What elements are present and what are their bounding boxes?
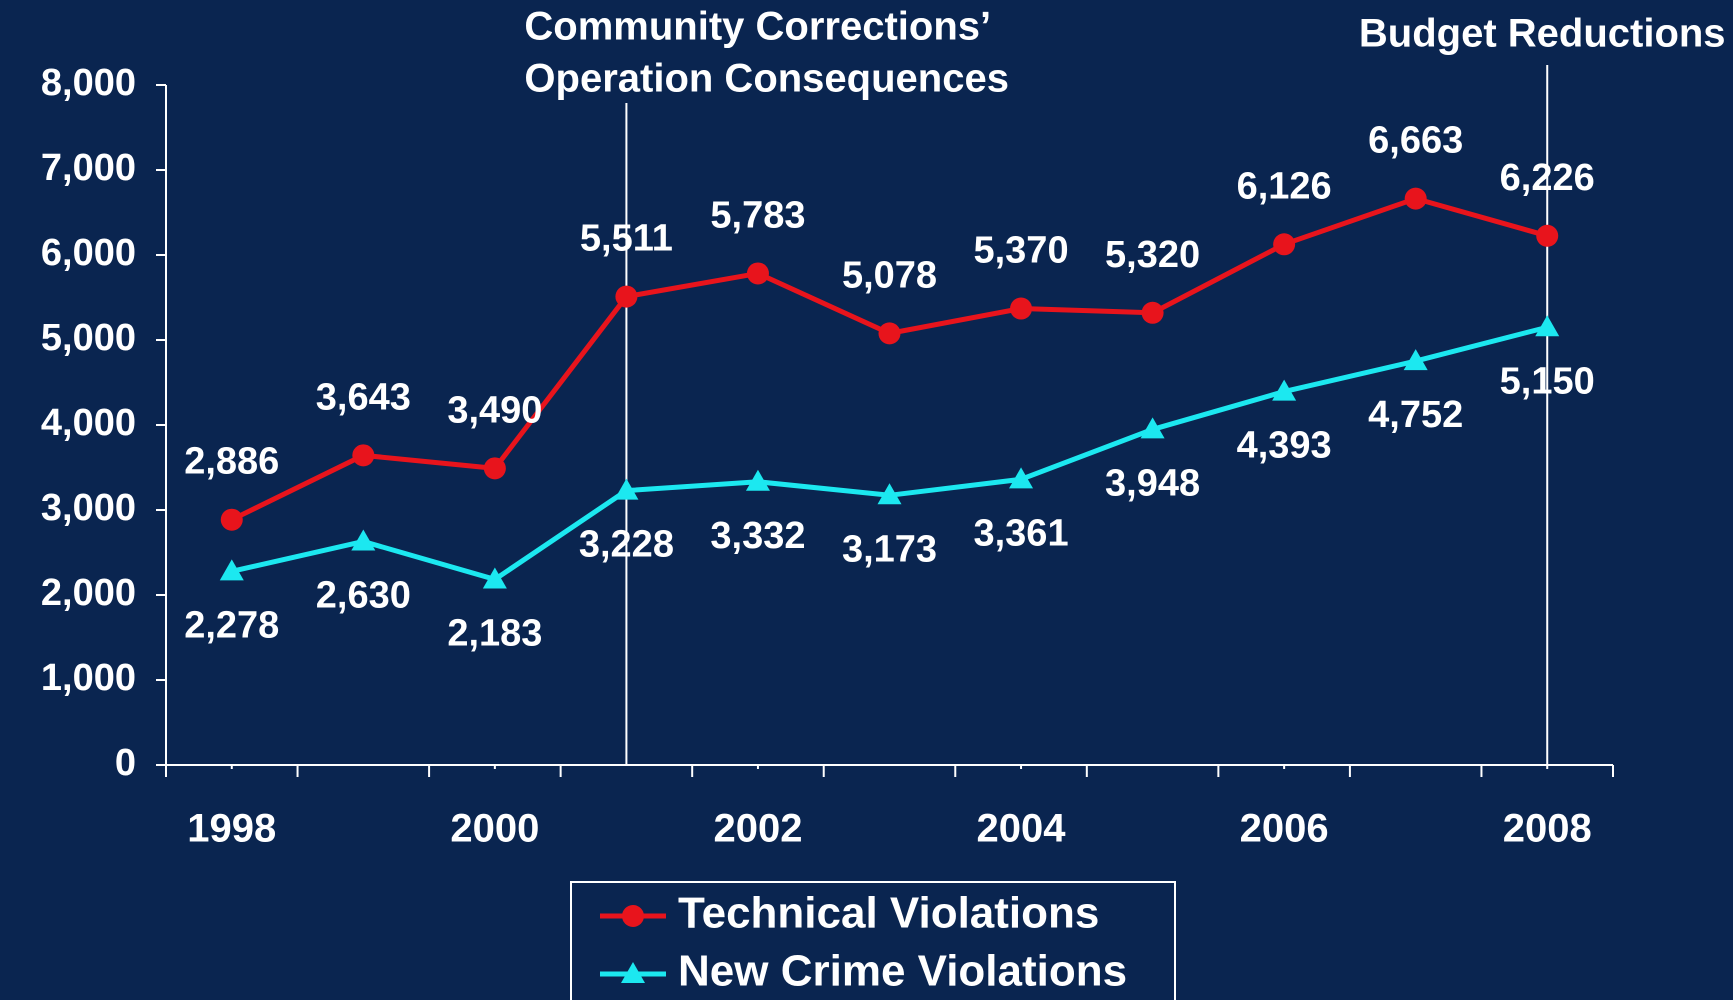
data-label: 6,226 <box>1500 157 1595 199</box>
point <box>351 529 376 551</box>
x-tick-label: 1998 <box>187 807 276 851</box>
y-tick-label: 0 <box>115 742 136 784</box>
y-tick-label: 1,000 <box>41 657 136 699</box>
y-tick-label: 7,000 <box>41 147 136 189</box>
x-tick-label: 2008 <box>1503 807 1592 851</box>
annotation-text: Community Corrections’ <box>524 5 991 49</box>
point <box>746 262 769 285</box>
data-label: 5,783 <box>710 194 805 236</box>
x-tick-label: 2006 <box>1240 807 1329 851</box>
point <box>1404 187 1427 210</box>
data-label: 5,320 <box>1105 234 1200 276</box>
point <box>1272 379 1297 401</box>
y-tick-label: 6,000 <box>41 232 136 274</box>
point <box>615 285 638 308</box>
point <box>878 322 901 345</box>
point <box>352 444 375 467</box>
point <box>1141 301 1164 324</box>
point <box>483 457 506 480</box>
data-label: 6,126 <box>1237 165 1332 207</box>
data-label: 3,332 <box>710 515 805 557</box>
data-label: 3,361 <box>973 512 1068 554</box>
x-tick-label: 2000 <box>450 807 539 851</box>
data-label: 3,173 <box>842 528 937 570</box>
x-tick-label: 2004 <box>977 807 1067 851</box>
point <box>877 483 902 505</box>
series-line <box>230 196 1548 522</box>
data-label: 5,511 <box>580 218 673 260</box>
y-tick-label: 8,000 <box>41 62 136 104</box>
data-label: 2,630 <box>316 574 411 616</box>
legend-label: New Crime Violations <box>678 947 1127 996</box>
data-label: 3,490 <box>447 389 542 431</box>
data-label: 2,886 <box>184 441 279 483</box>
point <box>1535 315 1560 337</box>
point <box>220 508 243 531</box>
y-tick-label: 3,000 <box>41 487 136 529</box>
annotation-text: Operation Consequences <box>524 57 1009 101</box>
point <box>1536 224 1559 247</box>
point <box>1273 233 1296 256</box>
data-label: 3,948 <box>1105 462 1200 504</box>
point <box>1140 417 1165 439</box>
data-label: 5,150 <box>1500 360 1595 402</box>
data-label: 2,278 <box>184 604 279 646</box>
data-label: 2,183 <box>447 612 542 654</box>
data-label: 6,663 <box>1368 120 1463 162</box>
point <box>1403 349 1428 371</box>
data-label: 3,643 <box>316 376 411 418</box>
legend-label: Technical Violations <box>678 889 1099 938</box>
legend-marker <box>621 962 645 983</box>
point <box>482 567 507 589</box>
data-label: 4,393 <box>1237 425 1332 467</box>
legend-box <box>570 881 1176 1000</box>
legend-marker <box>622 905 644 927</box>
y-tick-label: 2,000 <box>41 572 136 614</box>
data-label: 5,078 <box>842 254 937 296</box>
point <box>1010 297 1033 320</box>
annotation-text: Budget Reductions <box>1359 12 1726 56</box>
y-tick-label: 4,000 <box>41 402 136 444</box>
point <box>1009 467 1034 489</box>
data-label: 4,752 <box>1368 394 1463 436</box>
point <box>219 559 244 581</box>
x-tick-label: 2002 <box>713 807 802 851</box>
data-label: 5,370 <box>973 230 1068 272</box>
point <box>745 469 770 491</box>
data-label: 3,228 <box>579 524 674 566</box>
y-tick-label: 5,000 <box>41 317 136 359</box>
point <box>614 478 639 500</box>
